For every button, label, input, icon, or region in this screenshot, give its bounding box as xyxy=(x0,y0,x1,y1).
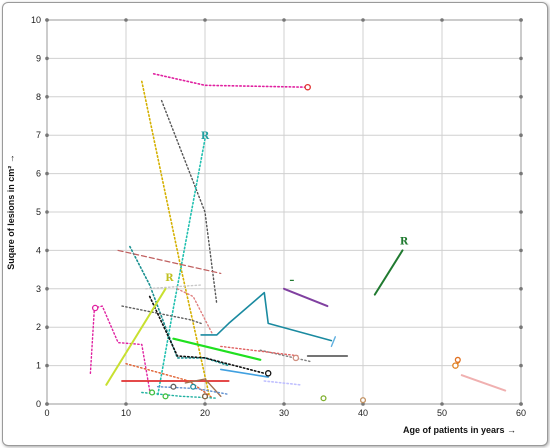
series-line xyxy=(141,80,210,396)
series-line xyxy=(145,284,202,290)
y-tick-label: 2 xyxy=(36,322,41,332)
x-tick-label: 20 xyxy=(200,408,210,418)
series-line xyxy=(200,291,333,342)
series-line xyxy=(121,305,202,325)
y-grid-dot xyxy=(45,325,49,330)
series-line xyxy=(152,73,309,88)
x-tick-label: 10 xyxy=(121,408,131,418)
y-grid-dot xyxy=(519,248,523,253)
series-line xyxy=(148,295,266,375)
y-tick-label: 0 xyxy=(36,399,41,409)
y-grid-dot xyxy=(45,363,49,368)
series-line xyxy=(220,345,301,357)
y-tick-label: 5 xyxy=(36,207,41,217)
y-grid-dot xyxy=(45,95,49,99)
y-grid-dot xyxy=(519,402,523,406)
markers-group xyxy=(91,83,461,404)
data-point-marker xyxy=(292,354,300,362)
series-line xyxy=(160,99,218,305)
x-grid-dot xyxy=(440,18,444,22)
data-point-marker xyxy=(201,393,209,400)
x-grid-dot xyxy=(282,402,286,406)
series-line xyxy=(176,288,214,336)
series-line xyxy=(156,138,206,398)
series-line xyxy=(184,378,222,397)
y-tick-label: 1 xyxy=(36,361,41,371)
data-point-marker xyxy=(149,389,156,396)
annotation-label: – xyxy=(289,275,294,286)
y-grid-dot xyxy=(45,402,49,406)
series-line xyxy=(89,305,151,392)
series-line xyxy=(283,287,329,308)
series-line xyxy=(263,380,301,386)
x-grid-dot xyxy=(203,18,207,22)
y-tick-label: 9 xyxy=(36,53,41,63)
series-group xyxy=(89,73,507,399)
annotations-group: R R R – xyxy=(165,131,409,286)
y-grid-dot xyxy=(519,171,523,176)
y-grid-dot xyxy=(45,210,49,214)
y-grid-dot xyxy=(519,325,523,330)
x-grid-dot xyxy=(124,18,128,22)
y-tick-label: 10 xyxy=(31,15,41,25)
y-grid-dot xyxy=(45,287,49,291)
series-line xyxy=(125,363,214,399)
series-line xyxy=(330,336,336,348)
data-point-marker xyxy=(264,370,272,377)
annotation-label: R xyxy=(165,273,174,284)
series-line xyxy=(141,391,218,399)
y-grid-dot xyxy=(45,133,49,137)
y-grid-dot xyxy=(519,56,523,61)
y-grid-dot xyxy=(519,210,523,214)
series-line xyxy=(373,249,404,296)
x-axis-title: Age of patients in years → xyxy=(403,425,516,435)
y-grid-dot xyxy=(45,171,49,176)
data-point-marker xyxy=(170,383,177,390)
y-grid-dot xyxy=(45,18,49,22)
data-point-marker xyxy=(162,393,169,400)
y-axis-ticks: 0 1 2 3 4 5 6 7 8 9 10 xyxy=(31,15,41,409)
series-line xyxy=(172,337,262,361)
y-tick-label: 7 xyxy=(36,130,41,140)
series-line xyxy=(105,287,167,386)
y-tick-label: 6 xyxy=(36,169,41,179)
x-tick-label: 30 xyxy=(279,408,289,418)
x-tick-label: 60 xyxy=(516,408,526,418)
data-point-marker xyxy=(452,362,459,369)
x-tick-label: 50 xyxy=(437,408,447,418)
y-grid-dot xyxy=(519,363,523,368)
data-point-marker xyxy=(190,383,197,390)
x-grid-dot xyxy=(361,18,365,22)
y-axis-title: Suqare of lesions in cm² → xyxy=(6,154,16,270)
x-axis-ticks: 0 10 20 30 40 50 60 xyxy=(44,408,526,418)
annotation-label: R xyxy=(201,131,210,142)
annotation-label: R xyxy=(400,237,409,248)
y-tick-label: 8 xyxy=(36,92,41,102)
y-grid-dot xyxy=(45,56,49,61)
series-line xyxy=(460,374,507,392)
series-line xyxy=(220,368,270,378)
series-line xyxy=(259,349,313,363)
x-grid-dot xyxy=(440,402,444,406)
data-point-marker xyxy=(304,83,311,91)
y-tick-label: 4 xyxy=(36,245,41,255)
x-grid-dot xyxy=(282,18,286,22)
x-tick-label: 40 xyxy=(358,408,368,418)
y-grid-dot xyxy=(519,95,523,99)
y-grid-dot xyxy=(45,248,49,253)
series-line xyxy=(117,249,222,274)
y-tick-label: 3 xyxy=(36,284,41,294)
y-grid-dot xyxy=(519,133,523,137)
data-point-marker xyxy=(91,304,99,312)
x-tick-label: 0 xyxy=(44,408,49,418)
x-grid-dot xyxy=(203,402,207,406)
y-grid-dot xyxy=(519,18,523,22)
x-grid-dot xyxy=(124,402,128,406)
data-point-marker xyxy=(320,395,327,402)
data-point-marker xyxy=(454,356,461,363)
y-grid-dot xyxy=(519,287,523,291)
x-grid-dot xyxy=(361,402,365,406)
data-point-marker xyxy=(359,397,367,404)
